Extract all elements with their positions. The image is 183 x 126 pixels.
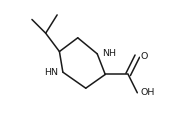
Text: NH: NH bbox=[102, 49, 116, 58]
Text: HN: HN bbox=[44, 68, 58, 77]
Text: OH: OH bbox=[141, 88, 155, 97]
Text: O: O bbox=[141, 52, 148, 61]
